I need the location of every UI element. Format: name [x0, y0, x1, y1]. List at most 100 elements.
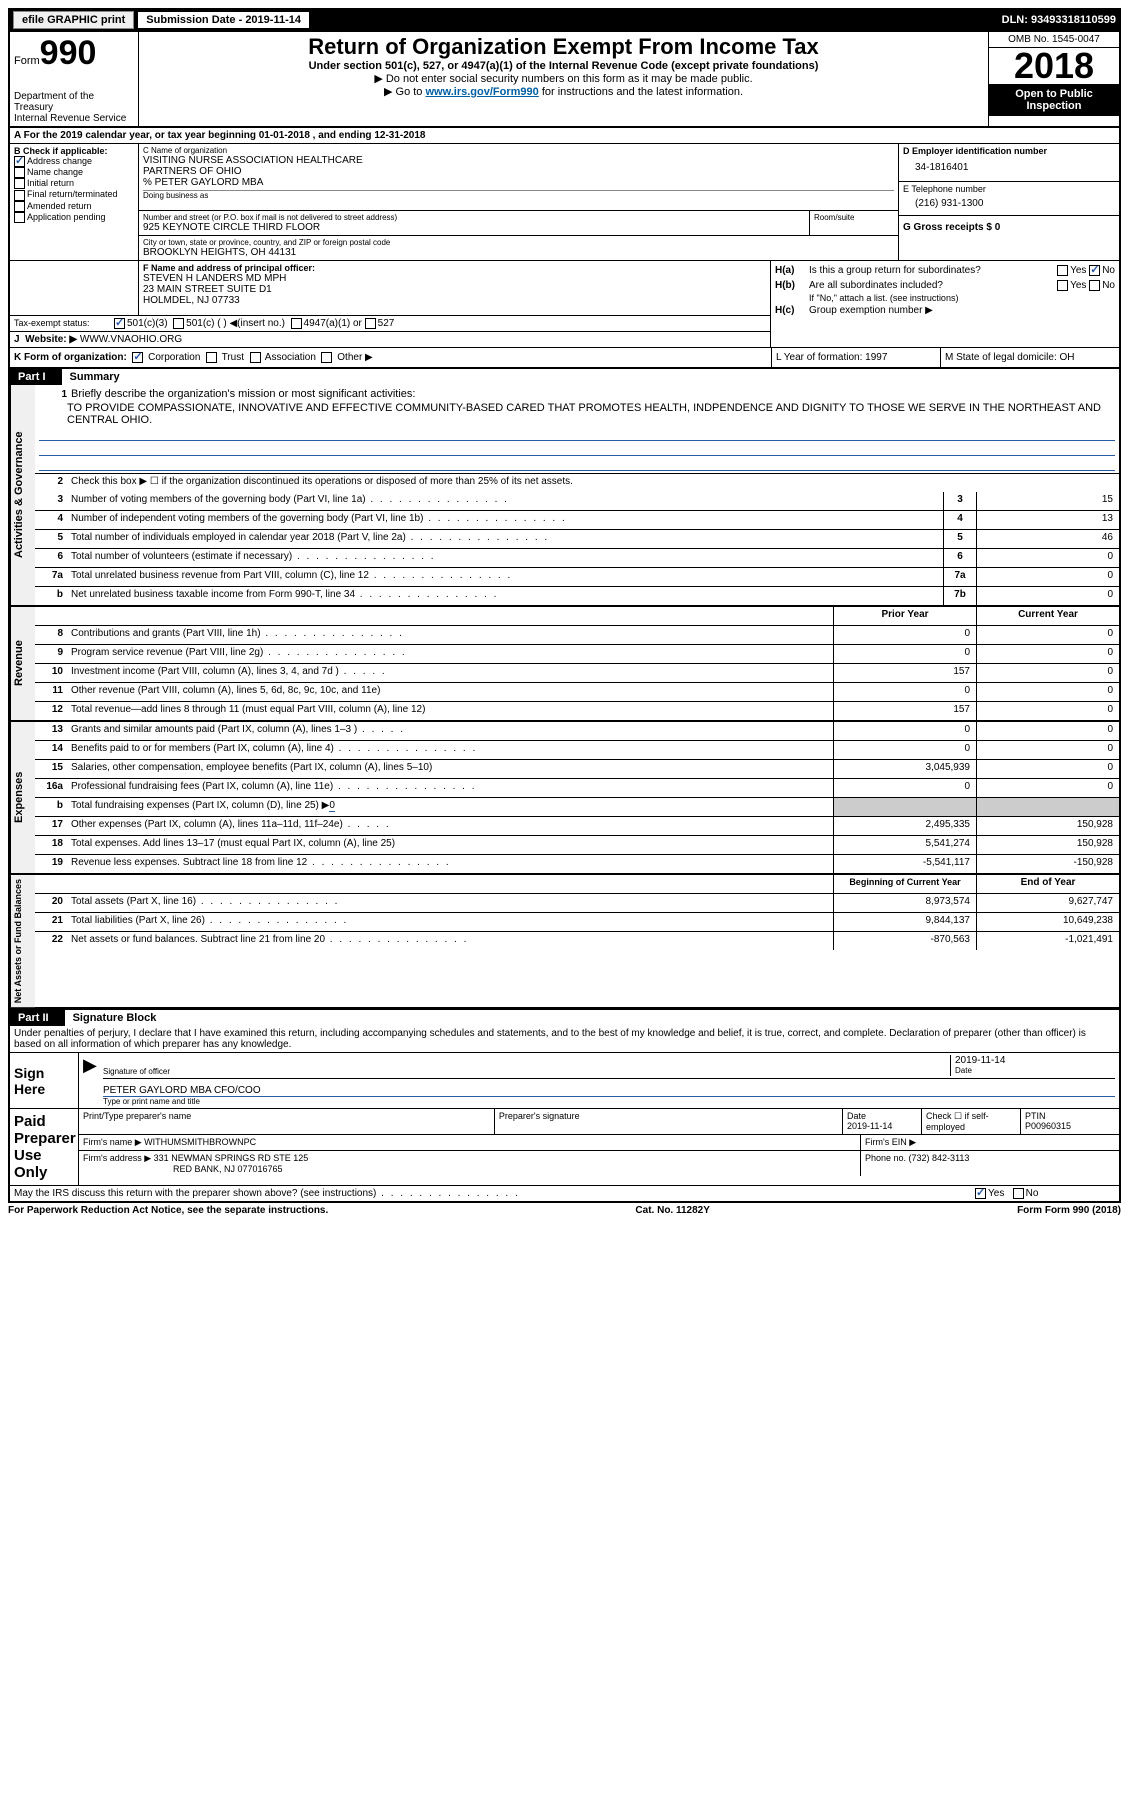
- line16b-val: 0: [329, 800, 335, 812]
- box-deg: D Employer identification number 34-1816…: [899, 144, 1119, 260]
- efile-graphic-button[interactable]: efile GRAPHIC print: [13, 11, 134, 29]
- line7b-box: 7b: [943, 587, 976, 605]
- line22-num: 22: [35, 932, 67, 950]
- tax-year: 2018: [989, 48, 1119, 84]
- officer-addr1: 23 MAIN STREET SUITE D1: [143, 284, 766, 295]
- cb-name-change[interactable]: [14, 167, 25, 178]
- cb-4947[interactable]: [291, 318, 302, 329]
- phone-value: (216) 931-1300: [903, 194, 1115, 213]
- line-a-row: A For the 2019 calendar year, or tax yea…: [8, 128, 1121, 144]
- lbl-trust: Trust: [222, 352, 244, 363]
- f-label: F Name and address of principal officer:: [143, 263, 766, 273]
- cb-assoc[interactable]: [250, 352, 261, 363]
- lbl-corp: Corporation: [148, 352, 200, 363]
- left-fh: F Name and address of principal officer:…: [10, 261, 771, 347]
- line19-num: 19: [35, 855, 67, 873]
- cb-501c[interactable]: [173, 318, 184, 329]
- sign-here-label: Sign Here: [10, 1053, 79, 1108]
- cb-trust[interactable]: [206, 352, 217, 363]
- line1-num: 1: [39, 387, 71, 402]
- prep-col2: Preparer's signature: [495, 1109, 843, 1134]
- part1-title: Summary: [62, 369, 128, 385]
- line15-num: 15: [35, 760, 67, 778]
- lbl-initial: Initial return: [27, 178, 74, 188]
- sig-name: PETER GAYLORD MBA CFO/COO: [103, 1085, 1115, 1097]
- cb-ha-no[interactable]: [1089, 265, 1100, 276]
- lbl-assoc: Association: [265, 352, 316, 363]
- dept-irs: Internal Revenue Service: [14, 113, 134, 124]
- lbl-other: Other ▶: [337, 352, 372, 363]
- cb-527[interactable]: [365, 318, 376, 329]
- cb-discuss-no[interactable]: [1013, 1188, 1024, 1199]
- line5-num: 5: [35, 530, 67, 548]
- line18: 18 Total expenses. Add lines 13–17 (must…: [35, 836, 1119, 855]
- cb-address-change[interactable]: [14, 156, 25, 167]
- line6-box: 6: [943, 549, 976, 567]
- line15-prior: 3,045,939: [833, 760, 976, 778]
- cb-discuss-yes[interactable]: [975, 1188, 986, 1199]
- hb-text: Are all subordinates included?: [809, 280, 1057, 291]
- cb-final[interactable]: [14, 190, 25, 201]
- blue-line-2: [39, 441, 1115, 456]
- form-note2: ▶ Go to www.irs.gov/Form990 for instruct…: [147, 85, 980, 98]
- cb-ha-yes[interactable]: [1057, 265, 1068, 276]
- form-number: 990: [40, 34, 97, 72]
- line4-text: Number of independent voting members of …: [67, 511, 943, 529]
- line17-curr: 150,928: [976, 817, 1119, 835]
- hb-label: H(b): [775, 280, 809, 291]
- line16b-curr-shaded: [976, 798, 1119, 816]
- line10-text: Investment income (Part VIII, column (A)…: [67, 664, 833, 682]
- box-c: C Name of organization VISITING NURSE AS…: [139, 144, 899, 260]
- line2-num: 2: [35, 474, 67, 492]
- rev-hdr-num: [35, 607, 67, 625]
- line12-prior: 157: [833, 702, 976, 720]
- lbl-yes2: Yes: [1070, 280, 1086, 291]
- prep-col1: Print/Type preparer's name: [79, 1109, 495, 1134]
- cb-hb-no[interactable]: [1089, 280, 1100, 291]
- officer-name: STEVEN H LANDERS MD MPH: [143, 273, 766, 284]
- hc-text: Group exemption number ▶: [809, 305, 933, 316]
- lbl-501c3: 501(c)(3): [127, 318, 168, 329]
- d-label: D Employer identification number: [903, 146, 1115, 156]
- line11: 11 Other revenue (Part VIII, column (A),…: [35, 683, 1119, 702]
- line6: 6 Total number of volunteers (estimate i…: [35, 549, 1119, 568]
- irs-link[interactable]: www.irs.gov/Form990: [425, 86, 538, 98]
- line6-num: 6: [35, 549, 67, 567]
- room-label: Room/suite: [809, 211, 898, 235]
- cb-501c3[interactable]: [114, 318, 125, 329]
- cb-hb-yes[interactable]: [1057, 280, 1068, 291]
- line12-curr: 0: [976, 702, 1119, 720]
- cb-application[interactable]: [14, 212, 25, 223]
- cb-initial[interactable]: [14, 178, 25, 189]
- blue-line-1: [39, 426, 1115, 441]
- line3-box: 3: [943, 492, 976, 510]
- sig-date-label: Date: [955, 1066, 1115, 1075]
- line12: 12 Total revenue—add lines 8 through 11 …: [35, 702, 1119, 720]
- blue-line-3: [39, 456, 1115, 471]
- firm-addr1: 331 NEWMAN SPRINGS RD STE 125: [154, 1153, 309, 1163]
- line20-end: 9,627,747: [976, 894, 1119, 912]
- prep-ptin: P00960315: [1025, 1121, 1115, 1131]
- cb-other[interactable]: [321, 352, 332, 363]
- line7a-box: 7a: [943, 568, 976, 586]
- line11-curr: 0: [976, 683, 1119, 701]
- line6-val: 0: [976, 549, 1119, 567]
- signature-section: Under penalties of perjury, I declare th…: [8, 1026, 1121, 1203]
- cb-amended[interactable]: [14, 201, 25, 212]
- efile-header-bar: efile GRAPHIC print Submission Date - 20…: [8, 8, 1121, 32]
- col-beginning: Beginning of Current Year: [833, 875, 976, 893]
- lbl-yes1: Yes: [1070, 265, 1086, 276]
- line16b: b Total fundraising expenses (Part IX, c…: [35, 798, 1119, 817]
- line22-text: Net assets or fund balances. Subtract li…: [67, 932, 833, 950]
- box-h: H(a) Is this a group return for subordin…: [771, 261, 1119, 347]
- footer-left: For Paperwork Reduction Act Notice, see …: [8, 1205, 328, 1216]
- part2-num: Part II: [10, 1010, 65, 1026]
- line20-num: 20: [35, 894, 67, 912]
- k-label: K Form of organization:: [14, 352, 127, 363]
- line8-prior: 0: [833, 626, 976, 644]
- line7b: b Net unrelated business taxable income …: [35, 587, 1119, 605]
- cb-corp[interactable]: [132, 352, 143, 363]
- prep-self-emp: Check ☐ if self-employed: [922, 1109, 1021, 1134]
- col-prior: Prior Year: [833, 607, 976, 625]
- lbl-discuss-no: No: [1026, 1188, 1039, 1199]
